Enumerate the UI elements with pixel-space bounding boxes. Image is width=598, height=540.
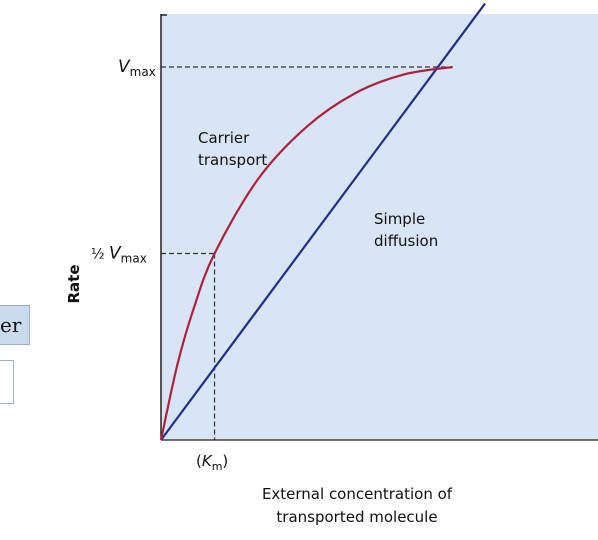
x-axis-label-line-2: transported molecule xyxy=(276,508,437,526)
carrier-transport-curve xyxy=(159,65,453,441)
cropped-fragment-text: er xyxy=(0,313,22,337)
vmax-tick-label: Vmax xyxy=(118,57,156,79)
carrier-transport-label-line-1: Carrier xyxy=(198,129,250,147)
simple-diffusion-line xyxy=(160,2,486,441)
carrier-transport-label-line-2: transport xyxy=(198,151,267,169)
half-vmax-tick-label: ½ Vmax xyxy=(91,244,147,266)
simple-diffusion-label-line-2: diffusion xyxy=(374,232,438,250)
plot-background xyxy=(161,14,598,440)
simple-diffusion-label-line-1: Simple xyxy=(374,210,425,228)
cropped-box xyxy=(0,360,14,404)
y-axis-label: Rate xyxy=(65,264,83,303)
cropped-label-box xyxy=(0,305,30,345)
left-cropped-fragment: er xyxy=(0,0,40,540)
km-tick-label: (Km) xyxy=(196,452,228,473)
x-axis-label-line-1: External concentration of xyxy=(262,485,453,503)
